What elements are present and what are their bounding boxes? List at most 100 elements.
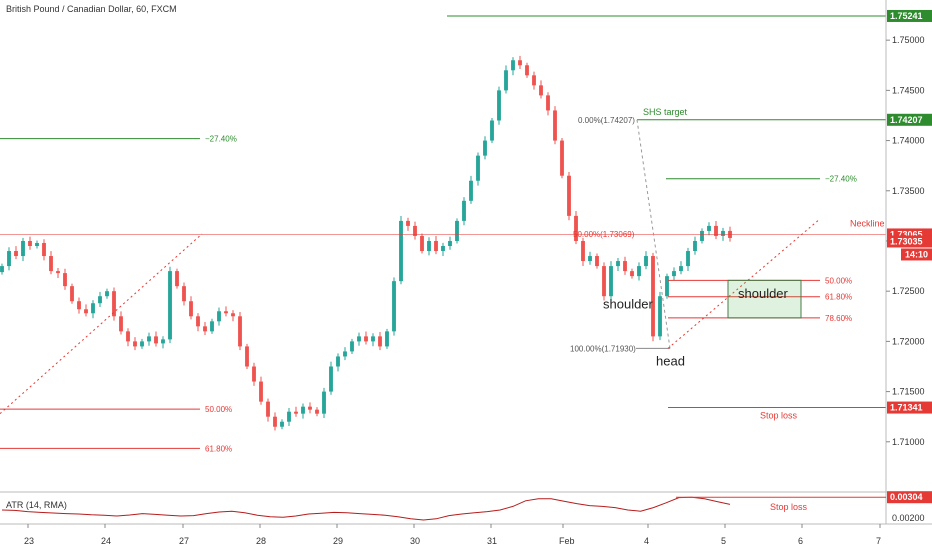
fib-right-neg-label: −27.40% — [825, 175, 857, 184]
top-target-price-label: 1.75241 — [890, 11, 923, 21]
candle-body — [301, 406, 305, 414]
candle-body — [245, 346, 249, 367]
candle-body — [574, 215, 578, 241]
candle-body — [189, 301, 193, 317]
candle-body — [637, 266, 641, 277]
price-axis: 1.750001.745001.740001.735001.730001.725… — [0, 0, 932, 525]
candle-body — [630, 271, 634, 277]
candle-body — [420, 235, 424, 252]
candle-body — [679, 266, 683, 272]
right-shoulder-label: shoulder — [738, 286, 789, 301]
fib-50-label: 50.00%(1.73069) — [573, 230, 635, 239]
candle-body — [161, 339, 165, 344]
candle-body — [623, 261, 627, 272]
candle-body — [119, 316, 123, 332]
candle-body — [98, 296, 102, 304]
atr-tick-label: 0.00200 — [892, 513, 925, 523]
candle-body — [336, 356, 340, 367]
x-tick-label: 23 — [24, 536, 34, 546]
x-tick-label: 4 — [644, 536, 649, 546]
candle-body — [105, 291, 109, 297]
candle-body — [91, 303, 95, 314]
candle-body — [721, 230, 725, 236]
atr-line — [1, 496, 731, 521]
candle-body — [217, 311, 221, 322]
candle-body — [469, 180, 473, 201]
candle-body — [294, 411, 298, 414]
candle-body — [441, 246, 445, 252]
shs-target-price-label: 1.74207 — [890, 115, 923, 125]
candle-body — [315, 409, 319, 414]
candle-body — [35, 242, 39, 246]
candle-body — [308, 406, 312, 410]
countdown-label: 14:10 — [905, 249, 928, 259]
head-label: head — [656, 353, 685, 368]
candle-body — [147, 336, 151, 342]
candle-body — [28, 240, 32, 246]
shs-target-price-tag — [887, 113, 932, 126]
candle-body — [413, 225, 417, 236]
candle-body — [665, 276, 669, 297]
fib-left-neg-label: −27.40% — [205, 135, 237, 144]
candle-body — [371, 336, 375, 342]
right-trendline — [667, 218, 821, 349]
right-shoulder-box — [727, 279, 802, 319]
x-tick-label: 28 — [256, 536, 266, 546]
candle-body — [553, 110, 557, 141]
x-tick-label: 30 — [410, 536, 420, 546]
candle-body — [651, 256, 655, 337]
candle-body — [168, 271, 172, 340]
candle-body — [7, 251, 11, 267]
candle-body — [546, 95, 550, 111]
candle-body — [126, 331, 130, 342]
candle-body — [518, 60, 522, 66]
candle-body — [525, 65, 529, 76]
candle-body — [427, 240, 431, 252]
candle-body — [210, 321, 214, 332]
countdown-tag — [901, 248, 932, 261]
candle-body — [588, 256, 592, 262]
left-trendline — [0, 233, 203, 415]
candle-body — [224, 311, 228, 314]
neckline-label: Neckline — [850, 218, 885, 228]
current-price-tag — [887, 235, 932, 248]
candle-body — [434, 240, 438, 252]
x-tick-label: 31 — [487, 536, 497, 546]
candle-body — [616, 261, 620, 267]
candle-body — [259, 381, 263, 402]
time-axis: 23 24 27 28 29 30 31 Feb 4 5 6 7 — [24, 524, 881, 546]
candle-body — [539, 85, 543, 96]
candle-body — [140, 341, 144, 347]
candle-body — [693, 240, 697, 252]
candle-body — [462, 200, 466, 221]
candle-body — [133, 341, 137, 347]
x-tick-label: Feb — [559, 536, 575, 546]
y-tick-label: 1.72000 — [892, 336, 925, 346]
candle-body — [49, 256, 53, 272]
candles — [0, 55, 732, 431]
candle-body — [196, 316, 200, 327]
candle-body — [406, 220, 410, 226]
candle-body — [273, 416, 277, 427]
candle-body — [504, 70, 508, 91]
fib-r-786-label: 78.60% — [825, 314, 852, 323]
candle-body — [567, 175, 571, 216]
candle-body — [455, 220, 459, 241]
atr-pane: ATR (14, RMA) Stop loss 0.00304 0.00200 — [1, 491, 932, 523]
candle-body — [448, 240, 452, 246]
y-tick-label: 1.71500 — [892, 387, 925, 397]
candle-body — [658, 296, 662, 337]
candle-body — [238, 316, 242, 347]
candle-body — [602, 266, 606, 297]
candle-body — [266, 401, 270, 417]
candle-body — [77, 301, 81, 310]
candle-body — [532, 75, 536, 86]
fib-trend-line — [636, 119, 671, 349]
atr-current-tag — [887, 491, 932, 504]
candle-body — [385, 331, 389, 347]
stop-loss-label: Stop loss — [760, 411, 798, 421]
candle-body — [175, 271, 179, 287]
candle-body — [686, 251, 690, 267]
